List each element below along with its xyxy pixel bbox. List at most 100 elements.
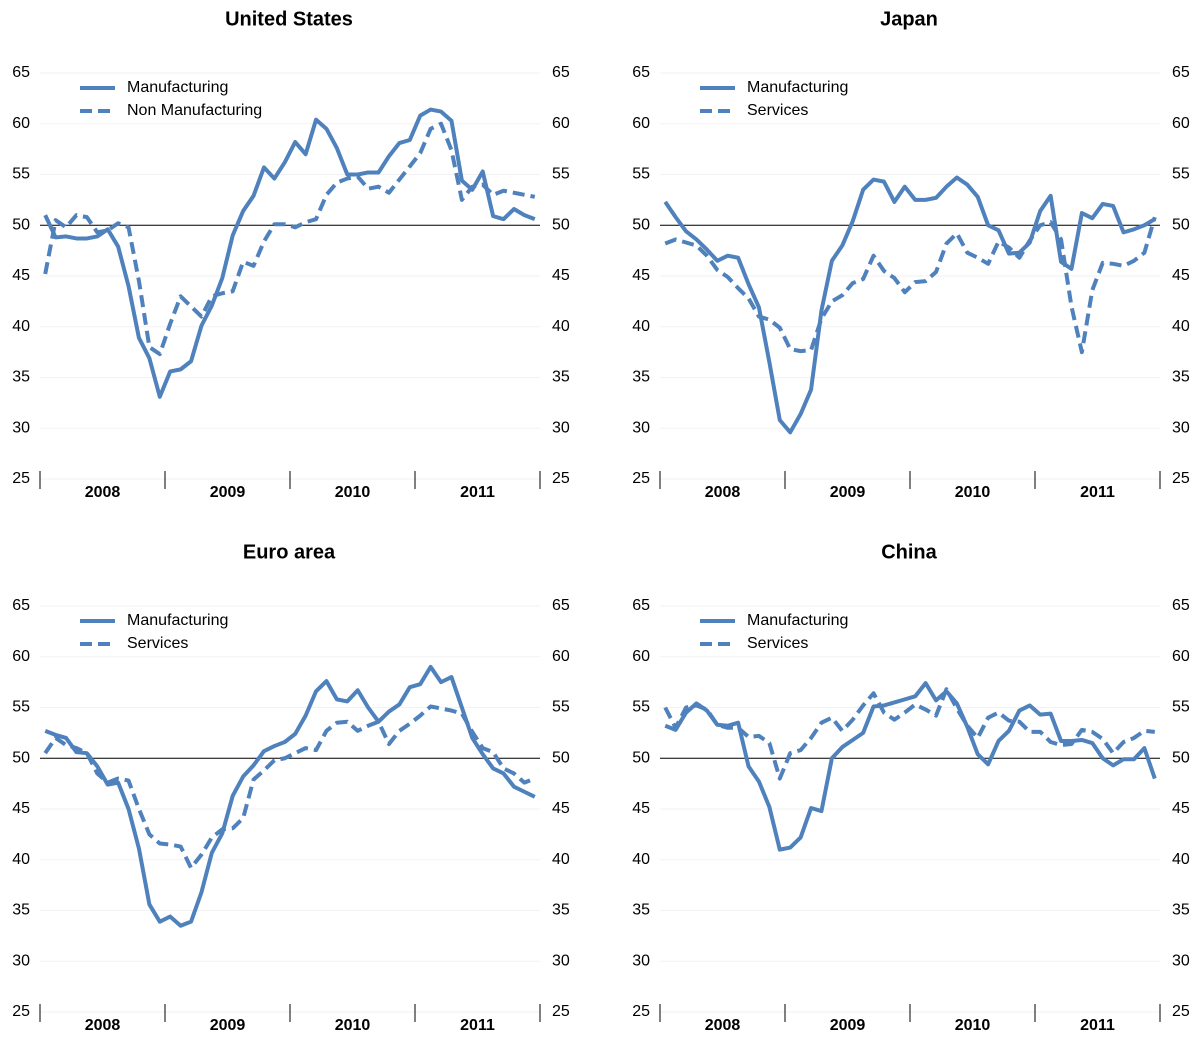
y2-tick-label: 60: [1172, 648, 1190, 665]
y2-tick-label: 55: [552, 166, 570, 183]
y2-tick-label: 45: [1172, 800, 1190, 817]
y-tick-label: 45: [12, 267, 30, 284]
x-tick-label: 2008: [705, 484, 741, 501]
x-tick-label: 2011: [1080, 484, 1115, 501]
x-tick-label: 2011: [1080, 1017, 1115, 1034]
y-tick-label: 30: [12, 952, 30, 969]
y-tick-label: 65: [12, 64, 30, 81]
series-line: [663, 175, 1156, 435]
y-tick-label: 60: [12, 648, 30, 665]
x-tick-label: 2008: [85, 484, 121, 501]
y-tick-label: 50: [12, 216, 30, 233]
y-tick-label: 50: [632, 749, 650, 766]
legend-label: Non Manufacturing: [127, 102, 262, 119]
y2-tick-label: 50: [552, 749, 570, 766]
y2-tick-label: 60: [552, 115, 570, 132]
legend-label: Services: [127, 635, 188, 652]
y2-tick-label: 35: [1172, 369, 1190, 386]
x-tick-label: 2010: [335, 484, 371, 501]
y-tick-label: 65: [12, 597, 30, 614]
y-tick-label: 35: [632, 902, 650, 919]
x-tick-label: 2009: [210, 1017, 246, 1034]
y2-tick-label: 65: [552, 64, 570, 81]
y-tick-label: 60: [12, 115, 30, 132]
y2-tick-label: 40: [552, 318, 570, 335]
y-tick-label: 25: [12, 470, 30, 487]
y-tick-label: 25: [632, 470, 650, 487]
panel: Euro area 25 25 30 30 35 35 40 40 45 45 50 50 55 55 60 6…: [12, 541, 570, 1034]
legend-label: Manufacturing: [747, 612, 848, 629]
y-tick-label: 45: [12, 800, 30, 817]
legend-label: Manufacturing: [747, 79, 848, 96]
y2-tick-label: 25: [1172, 470, 1190, 487]
y-tick-label: 55: [12, 699, 30, 716]
series-line: [43, 107, 536, 399]
series-line: [43, 121, 536, 357]
y2-tick-label: 30: [552, 952, 570, 969]
series-line: [664, 216, 1157, 355]
y2-tick-label: 45: [552, 267, 570, 284]
x-tick-label: 2010: [955, 484, 991, 501]
x-tick-label: 2010: [955, 1017, 991, 1034]
y2-tick-label: 50: [1172, 749, 1190, 766]
y2-tick-label: 60: [552, 648, 570, 665]
y2-tick-label: 25: [552, 470, 570, 487]
chart-title: United States: [225, 8, 353, 30]
x-tick-label: 2009: [830, 1017, 866, 1034]
y-tick-label: 35: [12, 902, 30, 919]
x-tick-label: 2008: [705, 1017, 741, 1034]
y-tick-label: 40: [12, 851, 30, 868]
y-tick-label: 45: [632, 800, 650, 817]
chart-title: Japan: [880, 8, 938, 30]
y2-tick-label: 40: [552, 851, 570, 868]
y-tick-label: 25: [12, 1003, 30, 1020]
y2-tick-label: 65: [1172, 64, 1190, 81]
y-tick-label: 50: [632, 216, 650, 233]
y2-tick-label: 55: [1172, 699, 1190, 716]
y-tick-label: 35: [12, 369, 30, 386]
x-tick-label: 2009: [210, 484, 246, 501]
y2-tick-label: 45: [1172, 267, 1190, 284]
y2-tick-label: 50: [552, 216, 570, 233]
y2-tick-label: 60: [1172, 115, 1190, 132]
y2-tick-label: 40: [1172, 851, 1190, 868]
chart-title: China: [881, 541, 937, 563]
series-line: [43, 704, 536, 870]
y-tick-label: 55: [632, 699, 650, 716]
y-tick-label: 50: [12, 749, 30, 766]
series-line: [664, 681, 1157, 852]
x-tick-label: 2011: [460, 1017, 495, 1034]
y-tick-label: 60: [632, 648, 650, 665]
y-tick-label: 40: [632, 318, 650, 335]
panel: China 25 25 30 30 35 35 40 40 45 45 50 50 55 55 60 60 65 6…: [632, 541, 1190, 1034]
x-tick-label: 2008: [85, 1017, 121, 1034]
y2-tick-label: 45: [552, 800, 570, 817]
x-tick-label: 2010: [335, 1017, 371, 1034]
y-tick-label: 60: [632, 115, 650, 132]
series-line: [44, 664, 536, 928]
y-tick-label: 45: [632, 267, 650, 284]
y-tick-label: 55: [632, 166, 650, 183]
y2-tick-label: 30: [552, 419, 570, 436]
legend-label: Services: [747, 635, 808, 652]
y2-tick-label: 25: [552, 1003, 570, 1020]
y2-tick-label: 55: [1172, 166, 1190, 183]
y-tick-label: 25: [632, 1003, 650, 1020]
y-tick-label: 55: [12, 166, 30, 183]
series-line: [663, 687, 1155, 781]
y-tick-label: 40: [632, 851, 650, 868]
y2-tick-label: 40: [1172, 318, 1190, 335]
y2-tick-label: 65: [552, 597, 570, 614]
y2-tick-label: 55: [552, 699, 570, 716]
y2-tick-label: 35: [552, 902, 570, 919]
y-tick-label: 40: [12, 318, 30, 335]
x-tick-label: 2009: [830, 484, 866, 501]
legend-label: Manufacturing: [127, 612, 228, 629]
y-tick-label: 65: [632, 597, 650, 614]
y2-tick-label: 50: [1172, 216, 1190, 233]
y-tick-label: 30: [632, 952, 650, 969]
y2-tick-label: 25: [1172, 1003, 1190, 1020]
legend-label: Services: [747, 102, 808, 119]
y-tick-label: 35: [632, 369, 650, 386]
y-tick-label: 65: [632, 64, 650, 81]
